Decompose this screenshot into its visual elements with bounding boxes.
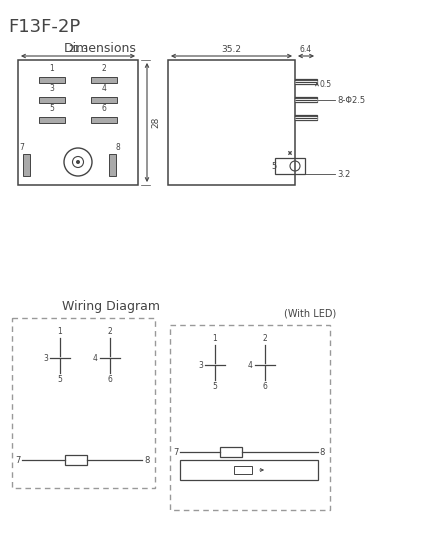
Text: 5: 5 bbox=[50, 104, 54, 113]
Text: 21.3: 21.3 bbox=[68, 45, 88, 54]
Text: Dimensions: Dimensions bbox=[64, 42, 136, 55]
Text: 1: 1 bbox=[213, 334, 217, 343]
Bar bbox=[170, 325, 330, 510]
Bar bbox=[295, 115, 317, 120]
Text: 7: 7 bbox=[15, 455, 21, 464]
Text: (With LED): (With LED) bbox=[284, 308, 336, 318]
Text: F13F-2P: F13F-2P bbox=[8, 18, 80, 36]
Bar bbox=[39, 97, 65, 103]
Bar bbox=[39, 77, 65, 83]
Text: 0.5: 0.5 bbox=[320, 80, 332, 88]
Text: 2: 2 bbox=[108, 327, 112, 336]
Text: 3.2: 3.2 bbox=[337, 170, 350, 178]
Circle shape bbox=[76, 160, 80, 164]
Bar bbox=[180, 460, 318, 480]
Text: 5: 5 bbox=[272, 161, 277, 171]
Text: 6: 6 bbox=[263, 382, 267, 391]
Text: 8: 8 bbox=[116, 143, 120, 152]
Bar bbox=[18, 60, 138, 185]
Text: 2: 2 bbox=[101, 64, 107, 73]
Bar bbox=[109, 154, 116, 176]
Text: 4: 4 bbox=[248, 360, 253, 370]
Text: 7: 7 bbox=[19, 143, 24, 152]
Bar bbox=[295, 79, 317, 84]
Text: 8: 8 bbox=[319, 448, 325, 456]
Text: 6: 6 bbox=[107, 375, 112, 384]
Bar bbox=[91, 77, 117, 83]
Text: 5: 5 bbox=[213, 382, 217, 391]
Text: 5: 5 bbox=[58, 375, 62, 384]
Bar bbox=[275, 158, 305, 174]
Bar bbox=[91, 97, 117, 103]
Bar bbox=[220, 447, 242, 457]
Bar bbox=[65, 455, 87, 465]
Text: 8: 8 bbox=[144, 455, 150, 464]
Text: 2: 2 bbox=[263, 334, 267, 343]
Bar bbox=[295, 97, 317, 102]
Bar bbox=[12, 318, 155, 488]
Bar bbox=[91, 117, 117, 123]
Text: 8-Φ2.5: 8-Φ2.5 bbox=[337, 96, 365, 105]
Text: 35.2: 35.2 bbox=[221, 45, 242, 54]
Text: 3: 3 bbox=[198, 360, 203, 370]
Text: 3: 3 bbox=[50, 84, 54, 93]
Text: Wiring Diagram: Wiring Diagram bbox=[62, 300, 160, 313]
Text: 6: 6 bbox=[101, 104, 107, 113]
Text: 6.4: 6.4 bbox=[300, 45, 312, 54]
Text: 7: 7 bbox=[173, 448, 179, 456]
Text: 4: 4 bbox=[101, 84, 107, 93]
Text: 28: 28 bbox=[151, 117, 160, 128]
Text: 4: 4 bbox=[93, 354, 98, 363]
Bar bbox=[23, 154, 30, 176]
Bar bbox=[234, 466, 252, 474]
Bar bbox=[168, 60, 295, 185]
Bar bbox=[39, 117, 65, 123]
Text: 1: 1 bbox=[58, 327, 62, 336]
Text: 3: 3 bbox=[43, 354, 48, 363]
Text: 1: 1 bbox=[50, 64, 54, 73]
